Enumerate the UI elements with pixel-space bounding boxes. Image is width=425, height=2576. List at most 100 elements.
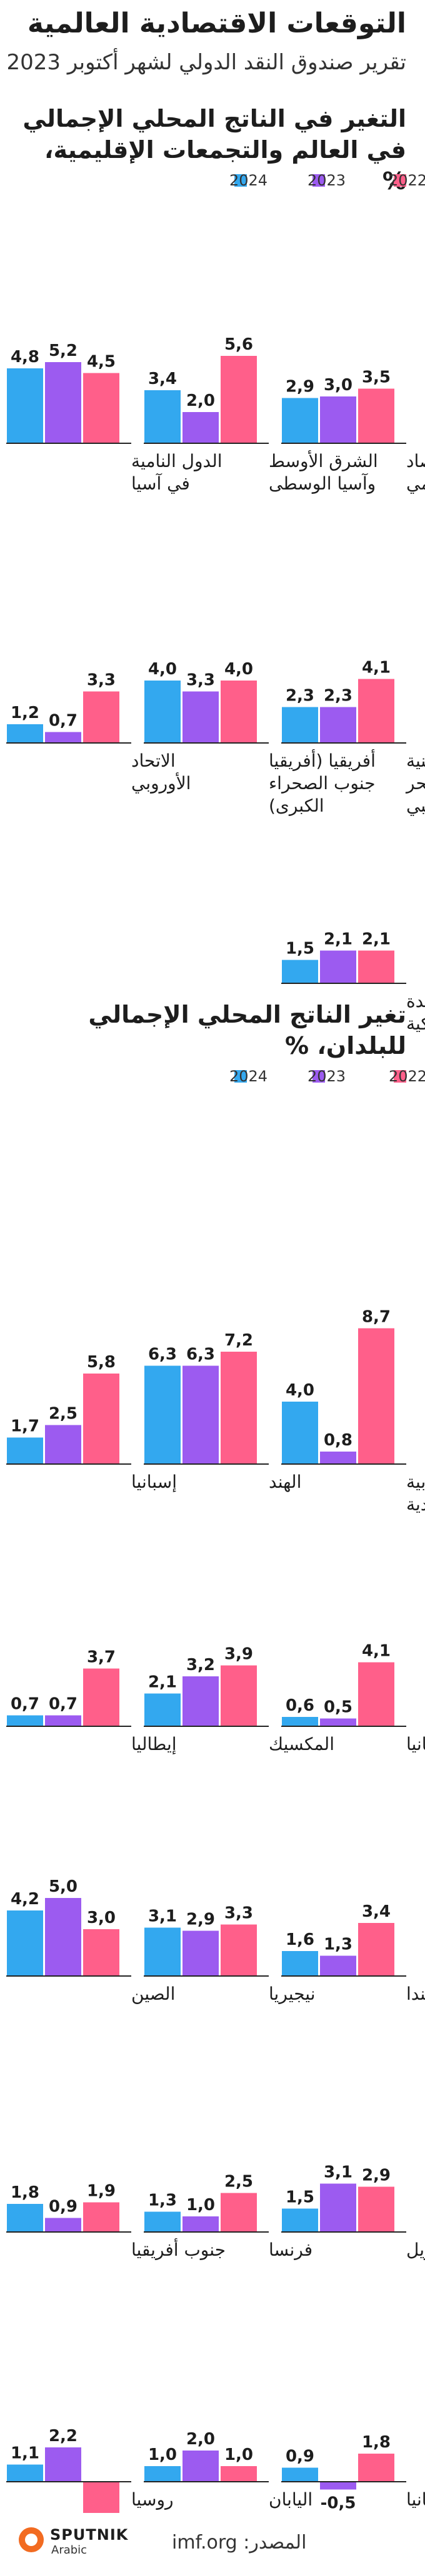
c1-legend-swatch-2022 [394, 174, 406, 187]
c1-bar-0-2022 [358, 388, 394, 443]
c2-bar-6-2024 [282, 1951, 318, 1976]
c1-category-label-6-0: الولايات المتحدة [406, 991, 425, 1011]
c2-bar-1-2022 [221, 1352, 257, 1464]
c2-category-label-13-0: اليابان [269, 2489, 312, 2510]
c2-bar-12-2023 [320, 2482, 356, 2490]
c2-value-label-12-2022: 1,8 [362, 2433, 391, 2452]
c1-value-label-1-2023: 2,0 [186, 391, 215, 410]
c2-value-label-2-2023: 2,5 [49, 1405, 78, 1423]
c1-category-label-5-0: الاتحاد [131, 750, 176, 771]
c2-value-label-7-2022: 3,3 [224, 1904, 253, 1923]
c1-category-label-1-0: الشرق الأوسط [269, 450, 378, 471]
c2-value-label-3-2023: 0,5 [324, 1698, 352, 1717]
c2-bar-8-2022 [83, 1929, 119, 1976]
c2-bar-14-2024 [7, 2464, 43, 2482]
c1-value-label-1-2022: 5,6 [224, 335, 253, 354]
c2-bar-11-2024 [7, 2204, 43, 2232]
c1-bar-4-2023 [182, 691, 219, 743]
c1-value-label-5-2024: 1,2 [11, 704, 39, 722]
c2-value-label-4-2022: 3,9 [224, 1645, 253, 1664]
c1-category-label-4-2: الكبرى) [269, 795, 324, 816]
c1-value-label-3-2022: 4,1 [362, 659, 391, 677]
c2-legend-label-2022: 2022 [389, 1068, 425, 1085]
c2-value-label-10-2023: 1,0 [186, 2196, 215, 2215]
c2-bar-5-2022 [83, 1668, 119, 1726]
c2-category-label-7-0: نيجيريا [269, 1984, 316, 2004]
c1-bar-1-2024 [144, 390, 181, 443]
c1-value-label-6-2022: 2,1 [362, 930, 391, 949]
c1-value-label-2-2022: 4,5 [87, 353, 116, 371]
c1-value-label-0-2023: 3,0 [324, 376, 352, 395]
c2-bar-3-2024 [282, 1717, 318, 1726]
c2-value-label-9-2023: 3,1 [324, 2163, 352, 2182]
c2-value-label-0-2023: 0,8 [324, 1431, 352, 1450]
c2-category-label-8-0: الصين [131, 1984, 175, 2004]
c2-value-label-4-2024: 2,1 [148, 1673, 177, 1692]
c1-bar-2-2023 [45, 362, 81, 443]
c2-value-label-6-2024: 1,6 [286, 1930, 314, 1949]
logo-name: SPUTNIK [50, 2526, 129, 2544]
c2-category-label-1-0: الهند [269, 1472, 301, 1492]
c2-bar-13-2023 [182, 2451, 219, 2482]
c2-bar-12-2024 [282, 2467, 318, 2482]
c1-value-label-4-2022: 4,0 [224, 660, 253, 679]
c1-value-label-6-2024: 1,5 [286, 940, 314, 958]
c2-bar-0-2022 [358, 1328, 394, 1464]
c1-value-label-5-2023: 0,7 [49, 712, 78, 730]
c2-legend-swatch-2023 [312, 1070, 325, 1083]
c2-value-label-11-2023: 0,9 [49, 2198, 78, 2216]
c2-legend-label-2023: 2023 [308, 1068, 346, 1085]
chart-countries: 2022 2023 2024 4,0 0,8 8,7 المملكة العربية السع… [6, 1068, 425, 2513]
c2-category-label-3-0: بريطانيا [406, 1734, 425, 1754]
c1-value-label-6-2023: 2,1 [324, 930, 352, 949]
c2-value-label-6-2022: 3,4 [362, 1902, 391, 1921]
chart2-title: تغير الناتج المحلي الإجمالي للبلدان، % [88, 1001, 406, 1059]
c2-bar-1-2024 [144, 1365, 181, 1464]
c2-value-label-3-2024: 0,6 [286, 1696, 314, 1715]
c1-category-label-1-1: وآسيا الوسطى [269, 473, 376, 494]
c1-legend-label-2022: 2022 [389, 172, 425, 189]
c1-bar-0-2023 [320, 396, 356, 443]
c2-bar-8-2024 [7, 1910, 43, 1976]
c1-category-label-3-2: الكاريبي [406, 795, 425, 816]
c2-category-label-2-0: إسبانيا [131, 1472, 177, 1492]
c2-value-label-2-2022: 5,8 [87, 1353, 116, 1372]
c2-bar-3-2022 [358, 1662, 394, 1726]
c2-bar-14-2023 [45, 2447, 81, 2482]
c2-bar-0-2023 [320, 1452, 356, 1464]
c1-bar-4-2022 [221, 681, 257, 743]
c2-category-label-12-0: ألمانيا [406, 2487, 425, 2510]
c2-legend-swatch-2024 [234, 1070, 247, 1083]
c1-category-label-6-1: الأمريكية [406, 1012, 425, 1034]
c2-category-label-6-0: كندا [406, 1984, 425, 2004]
c1-value-label-4-2023: 3,3 [186, 671, 215, 690]
c2-bar-5-2023 [45, 1715, 81, 1726]
c2-bar-12-2022 [358, 2454, 394, 2482]
c2-category-label-10-0: فرنسا [269, 2239, 312, 2260]
c2-bar-4-2023 [182, 1676, 219, 1726]
c1-bar-4-2024 [144, 681, 181, 743]
c2-value-label-13-2023: 2,0 [186, 2430, 215, 2449]
c2-value-label-12-2023: -0,5 [321, 2494, 356, 2513]
c1-value-label-0-2024: 2,9 [286, 378, 314, 396]
c2-bar-10-2024 [144, 2211, 181, 2232]
c2-bar-11-2022 [83, 2202, 119, 2232]
c2-legend-swatch-2022 [394, 1070, 406, 1083]
c1-category-label-4-1: جنوب الصحراء [269, 773, 376, 794]
c2-value-label-10-2024: 1,3 [148, 2191, 177, 2210]
c2-bar-6-2023 [320, 1955, 356, 1976]
c1-category-label-3-0: أمريكا اللاتينية [406, 749, 425, 771]
c2-value-label-11-2022: 1,9 [87, 2182, 116, 2201]
c2-category-label-0-1: السعودية [406, 1494, 425, 1515]
c2-bar-9-2022 [358, 2186, 394, 2232]
c2-value-label-13-2022: 1,0 [224, 2446, 253, 2464]
c1-value-label-2-2023: 5,2 [49, 342, 78, 360]
c1-value-label-0-2022: 3,5 [362, 368, 391, 387]
c1-bar-6-2024 [282, 960, 318, 983]
c1-value-label-3-2023: 2,3 [324, 687, 352, 705]
c2-bar-6-2022 [358, 1923, 394, 1976]
c2-bar-2-2024 [7, 1437, 43, 1464]
c1-bar-6-2022 [358, 950, 394, 983]
c1-category-label-2-1: في آسيا [131, 473, 190, 494]
c2-category-label-4-0: المكسيك [269, 1734, 334, 1754]
